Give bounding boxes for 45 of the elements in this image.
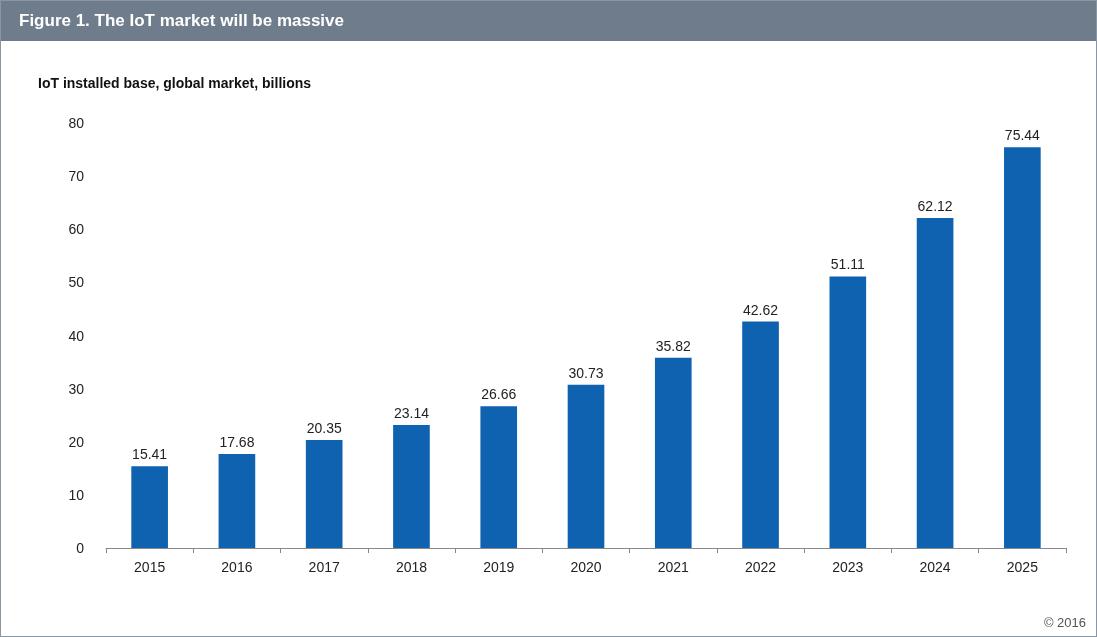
x-tick-label: 2017 — [308, 559, 340, 575]
data-label: 23.14 — [393, 405, 430, 422]
bar — [305, 439, 343, 548]
y-tick-label: 80 — [68, 115, 85, 131]
data-label: 30.73 — [568, 364, 604, 381]
bar — [131, 466, 168, 548]
y-tick-label: 20 — [68, 433, 85, 450]
x-tick-label: 2021 — [657, 559, 690, 575]
data-label: 62.12 — [917, 197, 953, 214]
x-tick-label: 2020 — [570, 559, 602, 575]
bar — [916, 217, 954, 548]
bar — [742, 321, 779, 548]
x-tick-label: 2024 — [919, 559, 951, 575]
x-tick-label: 2016 — [221, 559, 253, 575]
y-tick-label: 60 — [68, 221, 85, 238]
bar — [393, 425, 430, 548]
x-tick-label: 2025 — [1006, 559, 1039, 575]
bar — [1004, 147, 1041, 548]
y-tick-label: 30 — [68, 380, 85, 397]
y-tick-label: 10 — [68, 486, 85, 503]
data-label: 51.11 — [830, 256, 866, 273]
data-label: 20.35 — [306, 419, 342, 436]
bar — [829, 276, 867, 548]
data-label: 42.62 — [743, 301, 779, 318]
text: © 2016 — [1043, 615, 1086, 630]
data-label: 75.44 — [1004, 127, 1041, 144]
bar — [218, 454, 256, 548]
y-tick-label: 0 — [76, 540, 85, 556]
bar — [654, 357, 692, 548]
chart-title: Figure 1. The IoT market will be massive — [1, 1, 1096, 41]
data-label: 35.82 — [655, 337, 691, 354]
y-tick-label: 50 — [68, 274, 85, 291]
data-label: 17.68 — [219, 434, 255, 451]
y-tick-label: 40 — [68, 327, 85, 344]
x-tick-label: 2022 — [744, 559, 777, 575]
bar — [567, 384, 605, 548]
x-tick-label: 2019 — [483, 559, 515, 575]
y-tick-label: 70 — [68, 168, 85, 185]
x-tick-label: 2018 — [395, 559, 428, 575]
x-tick-label: 2023 — [832, 559, 864, 575]
data-label: 15.41 — [132, 446, 168, 463]
chart-subtitle: IoT installed base, global market, billions — [38, 75, 312, 91]
bar — [480, 406, 518, 548]
x-tick-label: 2015 — [134, 559, 166, 575]
data-label: 26.66 — [481, 386, 517, 403]
